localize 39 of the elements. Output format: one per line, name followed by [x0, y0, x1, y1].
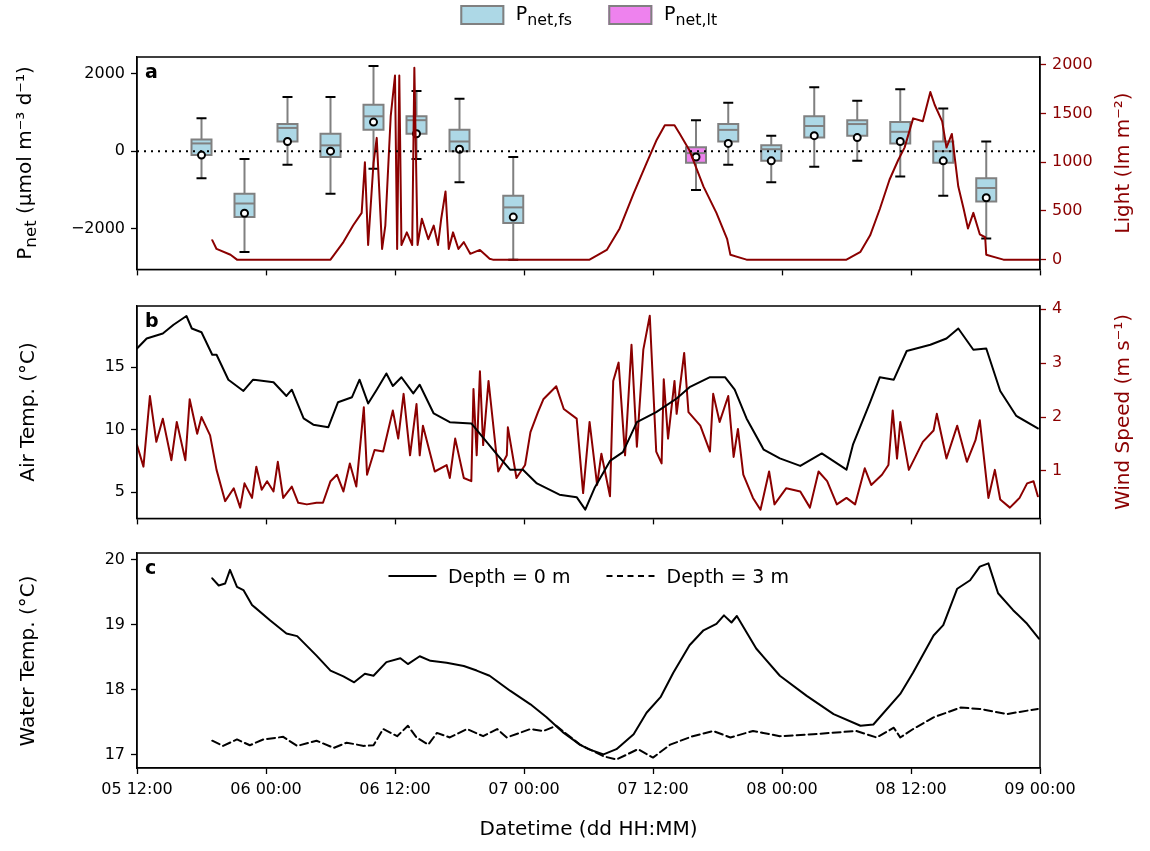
x-tick-label: 08 00:00: [746, 778, 818, 798]
x-tick-label: 08 12:00: [875, 778, 947, 798]
y2-tick-label: 1000: [1052, 151, 1093, 171]
y-tick-label: 0: [114, 140, 125, 160]
x-tick-label: 07 00:00: [488, 778, 560, 798]
x-tick-label: 06 00:00: [230, 778, 302, 798]
legend-label: P$_{net,fs}$: [515, 2, 573, 29]
legend-label: Depth = 3 m: [666, 565, 790, 587]
y2-tick-label: 3: [1052, 352, 1063, 372]
y-axis-title: Air Temp. (°C): [15, 342, 39, 482]
x-tick-label: 05 12:00: [101, 778, 173, 798]
y2-axis-title: Wind Speed (m s⁻¹): [1110, 314, 1134, 511]
y-tick-label: −2000: [70, 217, 125, 237]
y2-tick-label: 2: [1052, 406, 1063, 426]
y-tick-label: 18: [104, 678, 125, 698]
y-tick-label: 20: [104, 548, 125, 568]
y2-tick-label: 0: [1052, 248, 1063, 268]
y2-tick-label: 1: [1052, 460, 1063, 480]
x-tick-label: 06 12:00: [359, 778, 431, 798]
legend-label: P$_{net,lt}$: [664, 2, 718, 29]
y-tick-label: 17: [104, 743, 125, 763]
y2-tick-label: 1500: [1052, 102, 1093, 122]
y-tick-label: 2000: [84, 62, 125, 82]
x-axis-title: Datetime (dd HH:MM): [479, 816, 698, 840]
y2-tick-label: 2000: [1052, 53, 1093, 73]
y-tick-label: 19: [104, 613, 125, 633]
y-axis-title: Water Temp. (°C): [15, 574, 39, 747]
x-tick-label: 09 00:00: [1004, 778, 1076, 798]
chart-title: c: [145, 556, 157, 578]
y2-tick-label: 500: [1052, 200, 1083, 220]
chart-title: b: [145, 309, 159, 331]
y-tick-label: 10: [104, 418, 125, 438]
legend-label: Depth = 0 m: [447, 565, 571, 587]
y2-axis-title: Light (lm m⁻²): [1110, 92, 1134, 234]
y-tick-label: 5: [114, 481, 125, 501]
chart-title: a: [145, 60, 158, 82]
y2-tick-label: 4: [1052, 298, 1063, 318]
y-tick-label: 15: [104, 356, 125, 376]
x-tick-label: 07 12:00: [617, 778, 689, 798]
